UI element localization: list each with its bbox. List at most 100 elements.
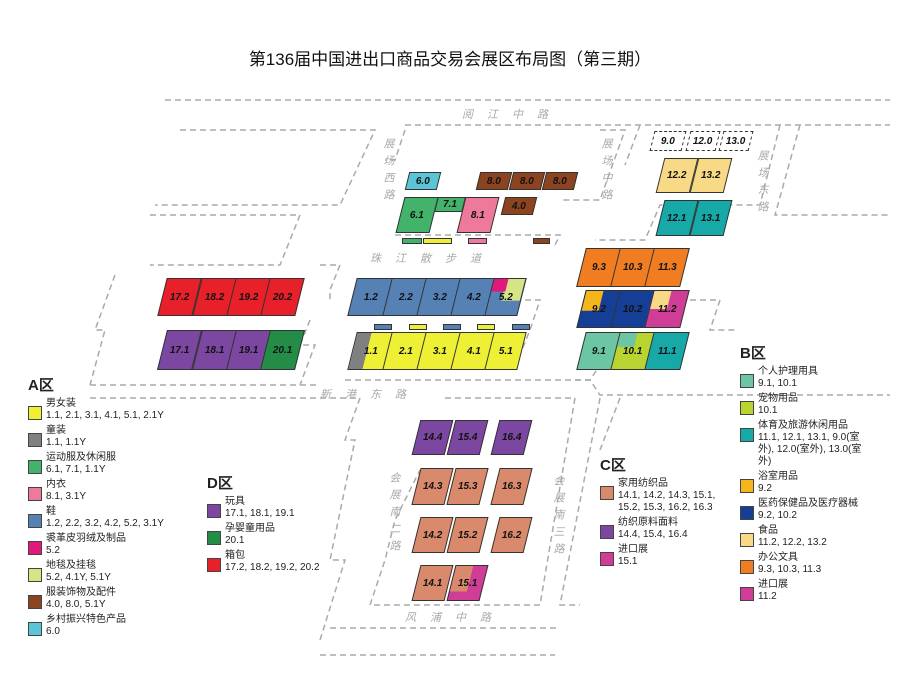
hall-label: 17.1 bbox=[169, 344, 190, 356]
hall-label: 8.0 bbox=[520, 175, 534, 187]
legend-halls: 6.0 bbox=[46, 626, 60, 637]
legend-category: 进口展 bbox=[618, 544, 648, 555]
legend-swatch bbox=[740, 506, 754, 520]
hall-label: 8.0 bbox=[553, 175, 567, 187]
legend-category: 体育及旅游休闲用品 bbox=[758, 420, 848, 431]
legend-halls: 9.2 bbox=[758, 483, 772, 494]
hall-label: 14.3 bbox=[422, 481, 443, 492]
legend-item: 个人护理用具 9.1, 10.1 bbox=[740, 366, 870, 390]
hall-label: 12.0 bbox=[693, 135, 713, 147]
legend-category: 童装 bbox=[46, 425, 66, 436]
legend-swatch bbox=[28, 595, 42, 609]
hall-label: 11.3 bbox=[657, 262, 677, 273]
road-label-middle: 展场中路 bbox=[600, 138, 613, 206]
legend-title: C区 bbox=[600, 457, 626, 474]
hall-label: 9.0 bbox=[661, 135, 675, 147]
legend-swatch bbox=[740, 533, 754, 547]
entrance-marker bbox=[533, 238, 550, 244]
legend-category: 宠物用品 bbox=[758, 393, 798, 404]
legend-halls: 11.2 bbox=[758, 591, 777, 602]
hall-label: 18.1 bbox=[204, 344, 225, 356]
legend-category: 乡村振兴特色产品 bbox=[46, 614, 126, 625]
legend-category: 浴室用品 bbox=[758, 471, 798, 482]
legend-halls: 9.1, 10.1 bbox=[758, 378, 797, 389]
legend-category: 办公文具 bbox=[758, 552, 798, 563]
entrance-marker bbox=[402, 238, 422, 244]
hall-label: 1.1 bbox=[363, 345, 378, 357]
legend-item: 纺织原料面料 14.4, 15.4, 16.4 bbox=[600, 517, 720, 541]
legend-swatch bbox=[600, 552, 614, 566]
hall-label: 3.1 bbox=[432, 345, 447, 357]
legend-halls: 11.1, 12.1, 13.1, 9.0(室外), 12.0(室外), 13.… bbox=[758, 432, 862, 467]
hall-label: 14.1 bbox=[422, 577, 443, 589]
legend-item: 体育及旅游休闲用品 11.1, 12.1, 13.1, 9.0(室外), 12.0… bbox=[740, 420, 870, 468]
legend-swatch bbox=[740, 479, 754, 493]
road-label-promenade: 珠江散步道 bbox=[370, 252, 495, 265]
hall-label: 9.3 bbox=[592, 262, 606, 273]
hall-label: 16.4 bbox=[501, 432, 522, 443]
legend-swatch bbox=[28, 568, 42, 582]
legend-item: 裘革皮羽绒及制品 5.2 bbox=[28, 533, 228, 557]
hall-label: 4.1 bbox=[466, 345, 481, 357]
road-label-south3: 会展南三路 bbox=[552, 475, 565, 560]
legend-item: 家用纺织品 14.1, 14.2, 14.3, 15.1, 15.2, 15.3,… bbox=[600, 478, 720, 514]
legend-item: 进口展 15.1 bbox=[600, 544, 720, 568]
legend-halls: 1.2, 2.2, 3.2, 4.2, 5.2, 3.1Y bbox=[46, 518, 164, 529]
hall-label: 16.2 bbox=[501, 529, 522, 541]
legend-halls: 6.1, 7.1, 1.1Y bbox=[46, 464, 106, 475]
hall-label: 15.1 bbox=[457, 577, 478, 589]
legend-title: D区 bbox=[207, 475, 233, 492]
road-label-fengpu: 风浦中路 bbox=[405, 611, 505, 624]
legend-category: 纺织原料面料 bbox=[618, 517, 678, 528]
legend-swatch bbox=[740, 428, 754, 442]
road-label-xingang: 新港东路 bbox=[320, 388, 420, 401]
legend-zone-c: C区家用纺织品 14.1, 14.2, 14.3, 15.1, 15.2, 15.… bbox=[600, 457, 720, 571]
hall-9-0: 9.0 bbox=[649, 131, 687, 151]
legend-swatch bbox=[207, 531, 221, 545]
legend-halls: 20.1 bbox=[225, 535, 245, 546]
legend-category: 运动服及休闲服 bbox=[46, 452, 116, 463]
legend-category: 地毯及挂毯 bbox=[46, 560, 96, 571]
hall-label: 20.1 bbox=[272, 344, 293, 356]
hall-label: 2.2 bbox=[398, 291, 413, 303]
legend-halls: 5.2 bbox=[46, 545, 60, 556]
hall-label: 5.1 bbox=[498, 345, 513, 357]
legend-swatch bbox=[28, 460, 42, 474]
entrance-marker bbox=[477, 324, 495, 330]
legend-swatch bbox=[207, 558, 221, 572]
hall-label: 6.0 bbox=[416, 175, 430, 187]
legend-item: 运动服及休闲服 6.1, 7.1, 1.1Y bbox=[28, 452, 228, 476]
legend-item: 童装 1.1, 1.1Y bbox=[28, 425, 228, 449]
hall-label: 12.1 bbox=[667, 212, 687, 224]
legend-title: A区 bbox=[28, 377, 54, 394]
hall-label: 13.1 bbox=[701, 212, 721, 224]
entrance-marker bbox=[423, 238, 452, 244]
legend-item: 医药保健品及医疗器械 9.2, 10.2 bbox=[740, 498, 870, 522]
hall-label: 9.1 bbox=[592, 345, 606, 357]
legend-swatch bbox=[207, 504, 221, 518]
legend-halls: 17.2, 18.2, 19.2, 20.2 bbox=[225, 562, 320, 573]
entrance-marker bbox=[409, 324, 427, 330]
legend-category: 箱包 bbox=[225, 550, 245, 561]
legend-item: 服装饰物及配件 4.0, 8.0, 5.1Y bbox=[28, 587, 228, 611]
hall-label: 7.1 bbox=[443, 199, 457, 210]
hall-12-0: 12.0 bbox=[685, 131, 721, 151]
legend-halls: 11.2, 12.2, 13.2 bbox=[758, 537, 827, 548]
road-label-south2: 会展南二路 bbox=[388, 472, 401, 557]
legend-item: 地毯及挂毯 5.2, 4.1Y, 5.1Y bbox=[28, 560, 228, 584]
hall-label: 2.1 bbox=[398, 345, 413, 357]
road-label-west: 展场西路 bbox=[382, 138, 395, 206]
hall-label: 16.3 bbox=[501, 481, 522, 492]
legend-halls: 1.1, 1.1Y bbox=[46, 437, 87, 448]
hall-label: 1.2 bbox=[363, 291, 378, 303]
entrance-marker bbox=[512, 324, 530, 330]
hall-label: 20.2 bbox=[272, 291, 293, 303]
legend-category: 医药保健品及医疗器械 bbox=[758, 498, 858, 509]
legend-swatch bbox=[740, 587, 754, 601]
hall-label: 3.2 bbox=[432, 291, 447, 303]
legend-category: 内衣 bbox=[46, 479, 66, 490]
legend-halls: 9.2, 10.2 bbox=[758, 510, 797, 521]
legend-halls: 15.1 bbox=[618, 556, 638, 567]
